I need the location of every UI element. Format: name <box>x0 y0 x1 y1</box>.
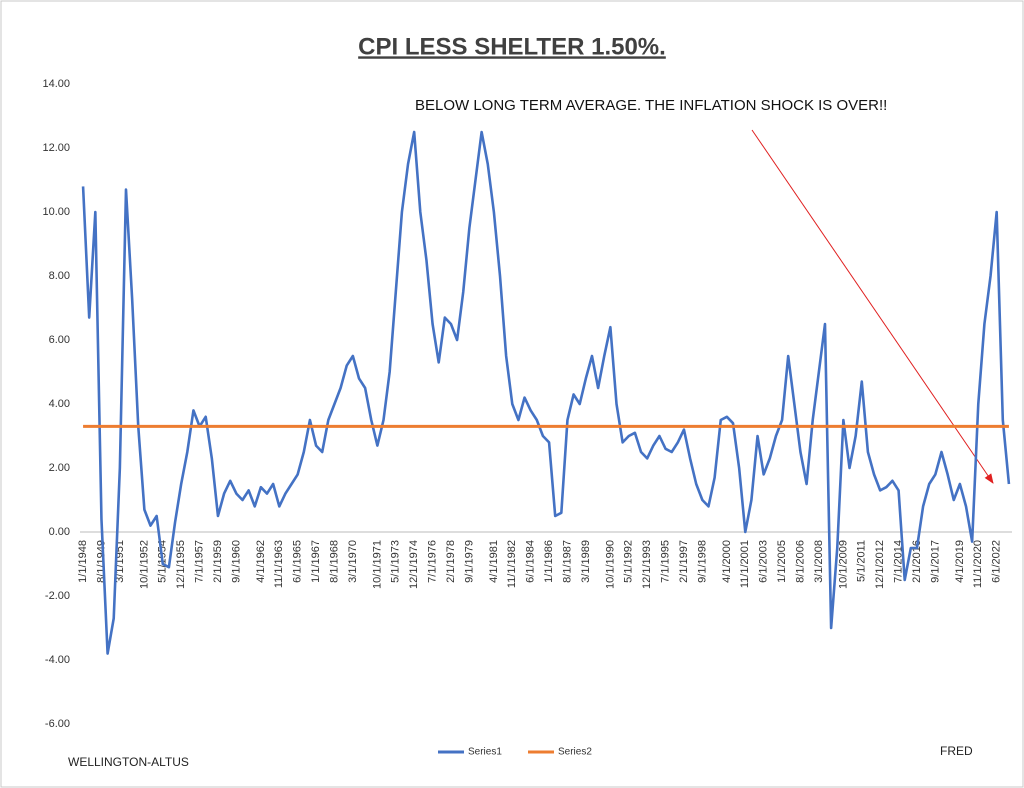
x-tick-label: 11/1/2020 <box>972 540 984 588</box>
x-tick-label: 5/1/1973 <box>390 540 402 583</box>
x-tick-label: 10/1/2009 <box>837 540 849 589</box>
x-tick-label: 12/1/1955 <box>175 540 187 589</box>
x-tick-label: 8/1/1987 <box>561 540 573 583</box>
series-line <box>81 130 1011 655</box>
x-tick-label: 2/1/2016 <box>911 540 923 583</box>
x-tick-label: 9/1/2017 <box>929 540 941 583</box>
source-left: WELLINGTON-ALTUS <box>68 755 189 769</box>
x-tick-label: 9/1/1998 <box>696 540 708 583</box>
x-tick-label: 7/1/1995 <box>659 540 671 583</box>
x-tick-label: 10/1/1971 <box>371 540 383 589</box>
x-tick-label: 6/1/1965 <box>292 540 304 583</box>
x-tick-label: 1/1/1967 <box>310 540 322 583</box>
y-tick-label: 6.00 <box>49 334 70 346</box>
y-tick-label: 10.00 <box>42 206 70 218</box>
y-tick-label: -6.00 <box>45 718 70 730</box>
x-tick-label: 4/1/1981 <box>488 540 500 583</box>
x-tick-label: 2/1/1959 <box>212 540 224 583</box>
x-tick-label: 2/1/1978 <box>445 540 457 583</box>
x-tick-label: 12/1/2012 <box>874 540 886 589</box>
x-tick-label: 7/1/1976 <box>426 540 438 583</box>
x-tick-label: 3/1/1970 <box>347 540 359 583</box>
legend-label: Series2 <box>558 747 592 758</box>
y-tick-label: 4.00 <box>49 398 70 410</box>
x-tick-label: 6/1/1984 <box>525 540 537 583</box>
x-tick-label: 4/1/2000 <box>721 540 733 583</box>
annotation-arrow <box>751 129 994 484</box>
y-tick-label: 12.00 <box>42 142 70 154</box>
x-tick-label: 9/1/1960 <box>230 540 242 583</box>
annotation: BELOW LONG TERM AVERAGE. THE INFLATION S… <box>415 97 887 114</box>
x-tick-label: 11/1/1963 <box>273 540 285 588</box>
y-tick-label: -2.00 <box>45 590 70 602</box>
y-tick-label: 8.00 <box>49 270 70 282</box>
source-right: FRED <box>940 744 973 758</box>
x-tick-label: 12/1/1993 <box>641 540 653 589</box>
x-tick-label: 5/1/2011 <box>856 540 868 582</box>
x-tick-label: 8/1/1968 <box>328 540 340 583</box>
x-tick-label: 11/1/1982 <box>506 540 518 588</box>
y-tick-label: 2.00 <box>49 462 70 474</box>
x-tick-label: 9/1/1979 <box>463 540 475 583</box>
y-tick-label: 0.00 <box>49 526 70 538</box>
x-tick-label: 1/1/1948 <box>77 540 89 583</box>
chart-title: CPI LESS SHELTER 1.50%. <box>358 33 666 60</box>
x-tick-label: 2/1/1997 <box>678 540 690 583</box>
x-tick-label: 5/1/1992 <box>623 540 635 583</box>
x-tick-label: 8/1/1949 <box>95 540 107 583</box>
x-tick-label: 11/1/2001 <box>739 540 751 588</box>
y-tick-label: -4.00 <box>45 654 70 666</box>
x-tick-label: 10/1/1952 <box>138 540 150 589</box>
x-tick-label: 10/1/1990 <box>604 540 616 589</box>
x-tick-label: 12/1/1974 <box>408 540 420 589</box>
legend-label: Series1 <box>468 747 502 758</box>
x-tick-label: 4/1/2019 <box>954 540 966 583</box>
x-tick-label: 6/1/2003 <box>758 540 770 583</box>
x-tick-label: 7/1/1957 <box>193 540 205 583</box>
x-tick-label: 6/1/2022 <box>991 540 1003 583</box>
x-tick-label: 1/1/1986 <box>543 540 555 583</box>
x-tick-label: 3/1/1989 <box>580 540 592 583</box>
x-tick-label: 3/1/2008 <box>813 540 825 583</box>
x-tick-label: 1/1/2005 <box>776 540 788 583</box>
x-tick-label: 4/1/1962 <box>255 540 267 583</box>
x-tick-label: 8/1/2006 <box>794 540 806 583</box>
y-tick-label: 14.00 <box>42 78 70 90</box>
